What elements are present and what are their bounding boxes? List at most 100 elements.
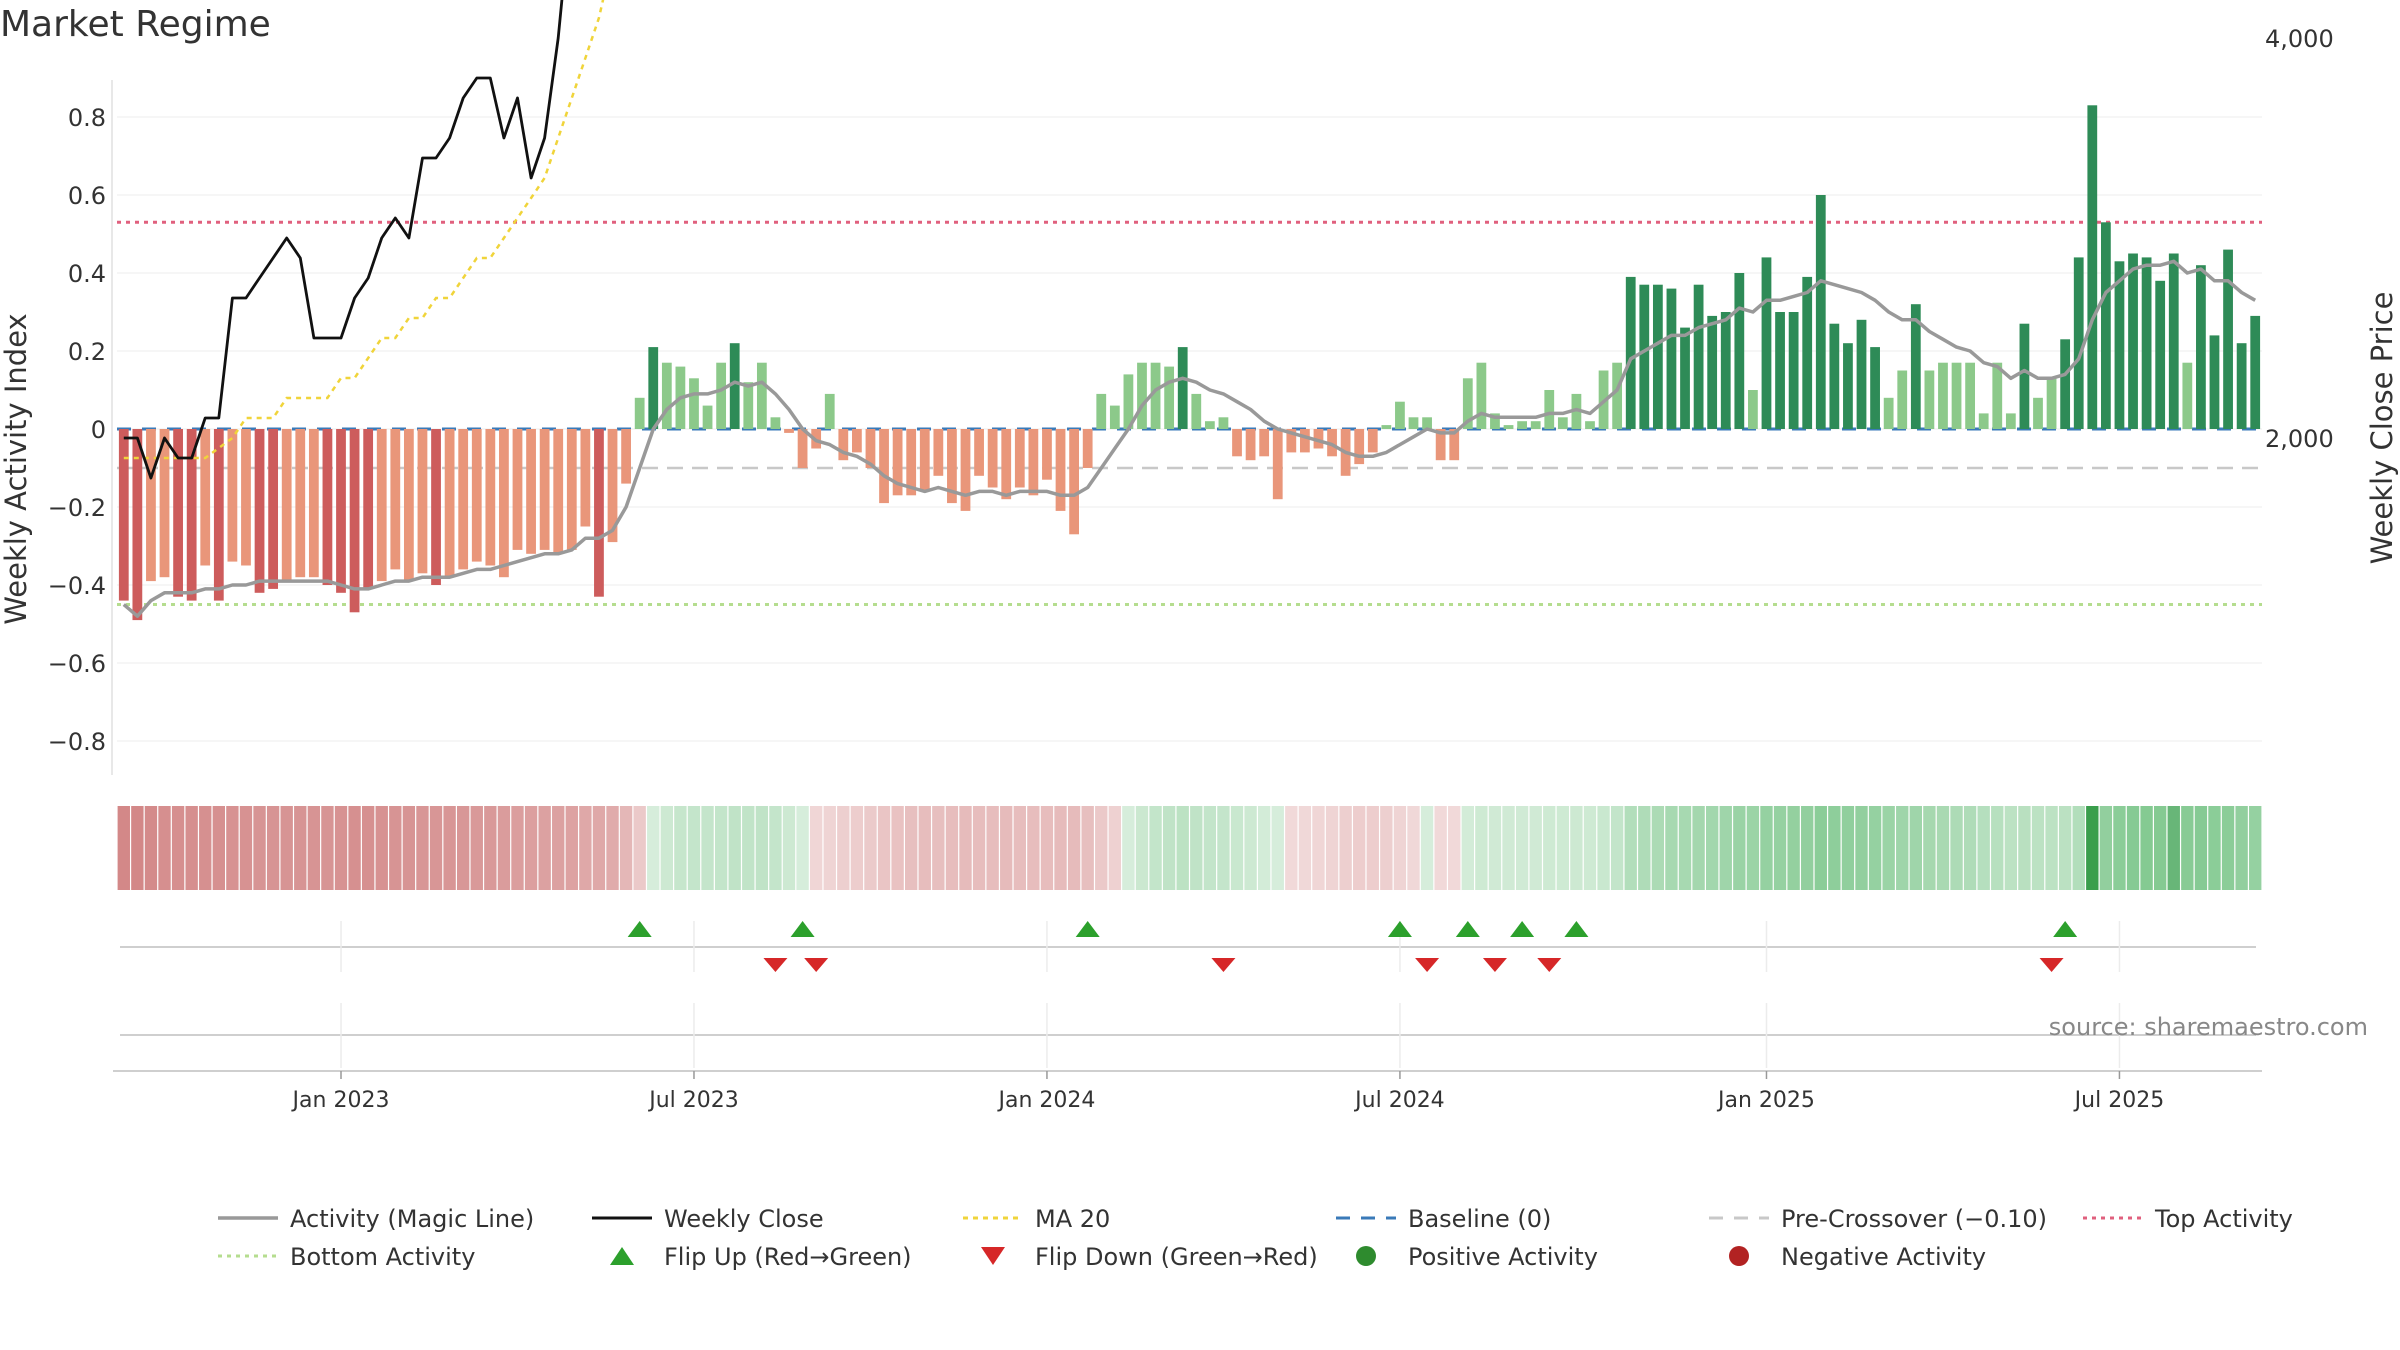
regime-strip-cell [524, 806, 538, 890]
regime-strip-cell [2181, 806, 2194, 890]
regime-strip-cell [1651, 806, 1665, 890]
activity-bar [1462, 378, 1473, 429]
activity-bar [1503, 425, 1514, 429]
regime-strip-cell [972, 806, 986, 890]
y-tick-label: 0 [91, 416, 106, 444]
regime-strip-cell [212, 806, 226, 890]
activity-bar [879, 429, 889, 504]
regime-strip-cell [429, 806, 443, 890]
activity-bar [1666, 288, 1677, 429]
regime-strip-cell [1353, 806, 1366, 890]
regime-strip-cell [2018, 806, 2031, 890]
legend-label: Bottom Activity [290, 1243, 475, 1271]
activity-bar [2250, 315, 2261, 429]
regime-strip-cell [2072, 806, 2085, 890]
regime-strip-cell [619, 806, 633, 890]
activity-bar [1055, 429, 1066, 511]
regime-strip-cell [1638, 806, 1651, 890]
activity-bar [1707, 315, 1718, 429]
activity-bar [322, 429, 333, 585]
activity-bar [2019, 323, 2030, 429]
activity-bar [241, 429, 251, 566]
flip-markers-panel [120, 921, 2256, 1068]
activity-bar [390, 429, 401, 570]
activity-bar [349, 429, 360, 613]
regime-strip-cell [769, 806, 782, 890]
flip-up-marker [1075, 921, 1100, 937]
regime-strip-cell [1773, 806, 1787, 890]
flip-down-marker [2039, 958, 2064, 972]
activity-bar [1910, 304, 1921, 429]
activity-bar [1761, 257, 1772, 429]
regime-strip-cell [1787, 806, 1800, 890]
regime-strip-cell [2126, 806, 2140, 890]
regime-strip-cell [1000, 806, 1013, 890]
legend-label: Top Activity [2154, 1205, 2293, 1233]
activity-bar [1517, 421, 1527, 429]
regime-strip-cell [809, 806, 823, 890]
activity-bar [186, 429, 197, 601]
legend-item: Bottom Activity [218, 1243, 475, 1271]
regime-strip-cell [1746, 806, 1760, 890]
regime-strip-cell [1339, 806, 1352, 890]
activity-bar [1843, 343, 1853, 429]
activity-bar [2033, 397, 2043, 429]
flip-down-marker [1482, 958, 1507, 972]
activity-bar [1571, 393, 1582, 429]
activity-bar [118, 429, 129, 601]
regime-strip-cell [1027, 806, 1040, 890]
regime-strip-cell [796, 806, 809, 890]
legend-item: Pre-Crossover (−0.10) [1709, 1205, 2047, 1233]
axes: 0.8 0.6 0.4 0.2 0 −0.2 −0.4 −0.6 −0.8 Weekly Acti… [0, 25, 2399, 775]
y-tick-label: 0.8 [68, 104, 106, 132]
activity-bar [1490, 413, 1500, 429]
activity-magic-line [122, 259, 2257, 618]
activity-bar [431, 429, 441, 585]
regime-strip-cell [1733, 806, 1746, 890]
regime-strip-cell [2249, 806, 2262, 890]
activity-bar [2223, 249, 2233, 429]
regime-strip-cell [1420, 806, 1434, 890]
regime-strip-cell [918, 806, 931, 890]
regime-strip-cell [1991, 806, 2004, 890]
regime-strip-cell [1135, 806, 1149, 890]
regime-strip-cell [266, 806, 280, 890]
activity-bar [227, 429, 238, 562]
regime-strip-cell [1298, 806, 1312, 890]
activity-bar [960, 429, 971, 511]
activity-bar [1082, 429, 1093, 468]
legend-label: Flip Down (Green→Red) [1035, 1243, 1318, 1271]
activity-bar [1245, 429, 1256, 461]
regime-strip-cell [1963, 806, 1977, 890]
activity-bar [1775, 312, 1785, 429]
activity-bar [1625, 276, 1636, 429]
source-label: source: sharemaestro.com [2049, 1013, 2368, 1041]
activity-bar [824, 393, 835, 429]
activity-bar [1815, 195, 1826, 429]
activity-bar [132, 429, 143, 621]
activity-bar [594, 429, 604, 597]
activity-bar [1802, 276, 1813, 429]
regime-strip-cell [1515, 806, 1529, 890]
legend-item: Negative Activity [1729, 1243, 1986, 1271]
activity-bar [1381, 425, 1392, 429]
regime-strip-cell [864, 806, 877, 890]
regime-strip-cell [1122, 806, 1135, 890]
regime-strip-cell [1610, 806, 1624, 890]
activity-bar [1680, 327, 1690, 429]
regime-strip-cell [552, 806, 565, 890]
flip-up-marker [1510, 921, 1535, 937]
regime-strip-cell [2031, 806, 2045, 890]
activity-bar [295, 429, 306, 578]
regime-strip-cell [2221, 806, 2235, 890]
regime-strip-cell [1719, 806, 1732, 890]
legend-label: Flip Up (Red→Green) [664, 1243, 912, 1271]
regime-strip-cell [239, 806, 253, 890]
activity-bar [1883, 397, 1894, 429]
regime-strip-cell [1475, 806, 1488, 890]
regime-strip-cell [1855, 806, 1868, 890]
activity-bar [499, 429, 509, 578]
activity-bar [689, 378, 699, 429]
activity-bar [1150, 362, 1161, 429]
activity-bar [1612, 362, 1623, 429]
